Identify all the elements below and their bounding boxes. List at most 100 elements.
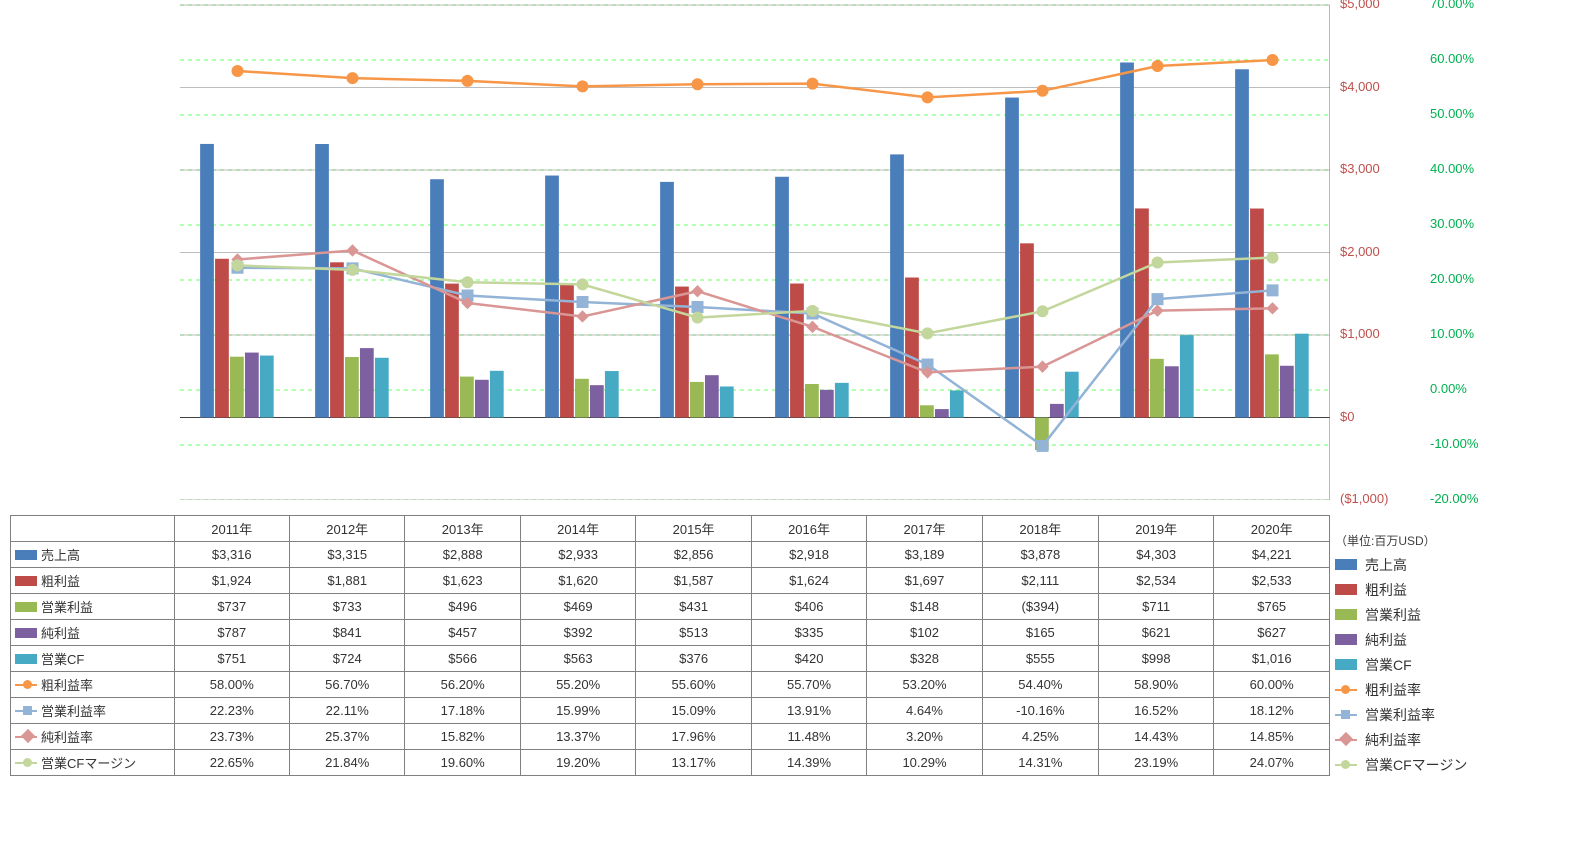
table-cell: 14.39%	[751, 750, 866, 776]
year-header: 2011年	[174, 516, 289, 542]
secondary-tick-label: -10.00%	[1430, 436, 1478, 451]
table-cell: $457	[405, 620, 520, 646]
table-cell: $787	[174, 620, 289, 646]
table-cell: $1,620	[520, 568, 635, 594]
chart-plot-area	[10, 0, 1330, 500]
table-cell: 55.60%	[636, 672, 751, 698]
row-label-text: 営業CFマージン	[41, 756, 136, 771]
table-cell: $420	[751, 646, 866, 672]
secondary-tick-label: 30.00%	[1430, 216, 1474, 231]
table-cell: $621	[1098, 620, 1213, 646]
table-cell: 13.17%	[636, 750, 751, 776]
table-cell: $841	[290, 620, 405, 646]
table-cell: 55.70%	[751, 672, 866, 698]
table-cell: $1,881	[290, 568, 405, 594]
table-cell: $1,587	[636, 568, 751, 594]
primary-axis-ticks: $5,000$4,000$3,000$2,000$1,000$0($1,000)	[1340, 0, 1410, 500]
table-cell: 13.91%	[751, 698, 866, 724]
table-cell: 17.18%	[405, 698, 520, 724]
table-cell: $733	[290, 594, 405, 620]
primary-tick-label: ($1,000)	[1340, 491, 1388, 506]
legend-label: 純利益率	[1365, 730, 1421, 750]
table-cell: $566	[405, 646, 520, 672]
legend-label: 純利益	[1365, 630, 1407, 650]
table-cell: 4.64%	[867, 698, 982, 724]
table-row: 営業利益$737$733$496$469$431$406$148($394)$7…	[11, 594, 1330, 620]
year-header: 2017年	[867, 516, 982, 542]
table-cell: $4,303	[1098, 542, 1213, 568]
chart-svg	[10, 0, 1330, 500]
secondary-tick-label: 60.00%	[1430, 51, 1474, 66]
table-cell: 56.20%	[405, 672, 520, 698]
table-cell: 15.99%	[520, 698, 635, 724]
table-cell: 24.07%	[1214, 750, 1330, 776]
data-table: 2011年2012年2013年2014年2015年2016年2017年2018年…	[10, 515, 1330, 776]
year-header: 2020年	[1214, 516, 1330, 542]
legend-label: 粗利益	[1365, 580, 1407, 600]
primary-tick-label: $4,000	[1340, 79, 1380, 94]
table-cell: $4,221	[1214, 542, 1330, 568]
year-header: 2014年	[520, 516, 635, 542]
table-cell: ($394)	[982, 594, 1098, 620]
table-cell: $328	[867, 646, 982, 672]
table-cell: $431	[636, 594, 751, 620]
table-cell: -10.16%	[982, 698, 1098, 724]
chart-legend: 売上高粗利益営業利益純利益営業CF粗利益率営業利益率純利益率営業CFマージン	[1335, 552, 1580, 777]
row-label-text: 粗利益	[41, 574, 80, 589]
legend-item: 営業CF	[1335, 652, 1580, 677]
table-cell: 18.12%	[1214, 698, 1330, 724]
table-row: 営業CF$751$724$566$563$376$420$328$555$998…	[11, 646, 1330, 672]
year-header: 2015年	[636, 516, 751, 542]
table-cell: 17.96%	[636, 724, 751, 750]
secondary-tick-label: 40.00%	[1430, 161, 1474, 176]
table-row: 純利益率23.73%25.37%15.82%13.37%17.96%11.48%…	[11, 724, 1330, 750]
row-label-text: 営業利益	[41, 600, 93, 615]
table-cell: $3,189	[867, 542, 982, 568]
table-cell: $1,697	[867, 568, 982, 594]
secondary-tick-label: 0.00%	[1430, 381, 1467, 396]
row-label-text: 営業利益率	[41, 704, 106, 719]
legend-item: 売上高	[1335, 552, 1580, 577]
table-cell: 14.85%	[1214, 724, 1330, 750]
table-cell: 22.65%	[174, 750, 289, 776]
table-cell: 14.43%	[1098, 724, 1213, 750]
primary-tick-label: $1,000	[1340, 326, 1380, 341]
primary-tick-label: $0	[1340, 409, 1354, 424]
table-row: 純利益$787$841$457$392$513$335$102$165$621$…	[11, 620, 1330, 646]
table-cell: 22.23%	[174, 698, 289, 724]
table-cell: 60.00%	[1214, 672, 1330, 698]
table-cell: 15.09%	[636, 698, 751, 724]
year-header: 2018年	[982, 516, 1098, 542]
table-cell: 4.25%	[982, 724, 1098, 750]
legend-label: 営業CFマージン	[1365, 755, 1467, 775]
table-cell: 23.73%	[174, 724, 289, 750]
table-cell: $998	[1098, 646, 1213, 672]
table-cell: $3,315	[290, 542, 405, 568]
table-row: 粗利益率58.00%56.70%56.20%55.20%55.60%55.70%…	[11, 672, 1330, 698]
legend-item: 純利益率	[1335, 727, 1580, 752]
table-cell: $2,856	[636, 542, 751, 568]
table-cell: $2,533	[1214, 568, 1330, 594]
row-label-text: 粗利益率	[41, 678, 93, 693]
table-cell: $1,016	[1214, 646, 1330, 672]
secondary-tick-label: 20.00%	[1430, 271, 1474, 286]
table-row: 営業利益率22.23%22.11%17.18%15.99%15.09%13.91…	[11, 698, 1330, 724]
legend-item: 粗利益率	[1335, 677, 1580, 702]
table-cell: $555	[982, 646, 1098, 672]
table-cell: $1,623	[405, 568, 520, 594]
table-cell: $2,111	[982, 568, 1098, 594]
table-cell: 53.20%	[867, 672, 982, 698]
legend-item: 粗利益	[1335, 577, 1580, 602]
table-cell: 15.82%	[405, 724, 520, 750]
legend-item: 営業利益	[1335, 602, 1580, 627]
table-cell: 19.20%	[520, 750, 635, 776]
table-cell: $711	[1098, 594, 1213, 620]
table-cell: $1,624	[751, 568, 866, 594]
table-cell: 23.19%	[1098, 750, 1213, 776]
table-cell: $406	[751, 594, 866, 620]
year-header: 2016年	[751, 516, 866, 542]
year-header: 2012年	[290, 516, 405, 542]
table-cell: $2,534	[1098, 568, 1213, 594]
table-cell: $563	[520, 646, 635, 672]
table-cell: $751	[174, 646, 289, 672]
